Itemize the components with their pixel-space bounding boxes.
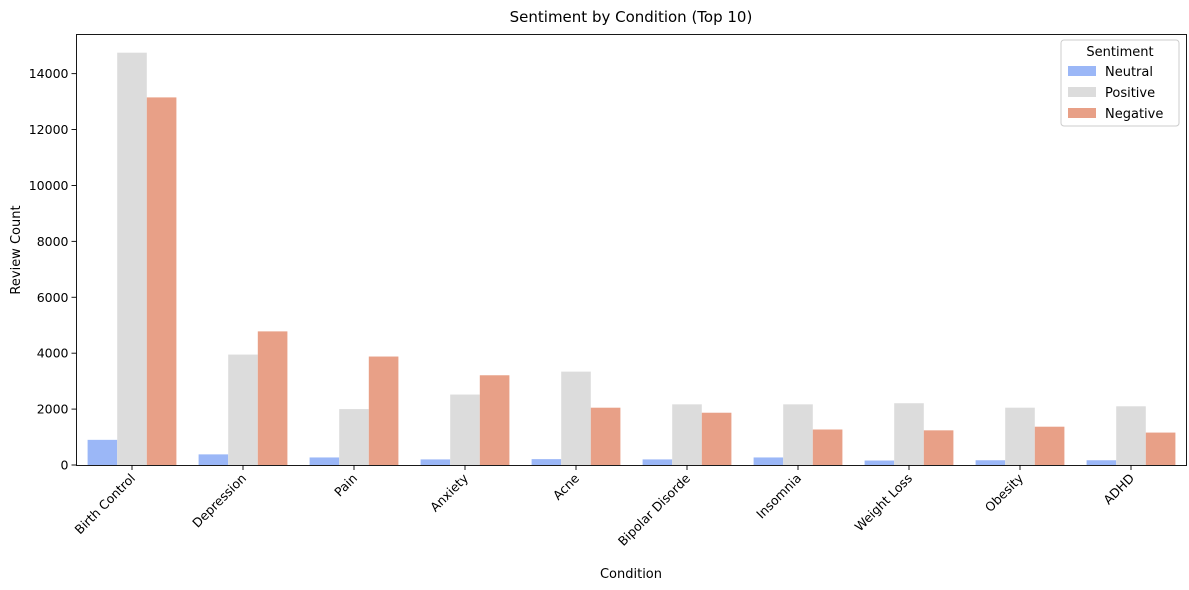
bar-neutral-6 — [753, 457, 784, 465]
y-tick-label: 12000 — [29, 122, 69, 137]
bar-negative-1 — [257, 331, 288, 465]
bar-negative-2 — [368, 356, 399, 465]
legend: Sentiment Neutral Positive Negative — [1060, 39, 1180, 127]
bar-neutral-1 — [198, 454, 229, 465]
bar-neutral-4 — [531, 459, 562, 465]
bar-neutral-2 — [309, 457, 340, 465]
y-tick-label: 10000 — [29, 178, 69, 193]
x-tick-label: Insomnia — [753, 471, 804, 522]
bar-positive-6 — [783, 404, 813, 465]
y-tick-label: 14000 — [29, 66, 69, 81]
bar-negative-8 — [1034, 426, 1065, 465]
x-tick-label: Weight Loss — [852, 471, 916, 535]
bar-neutral-7 — [864, 460, 895, 465]
bar-positive-0 — [117, 52, 147, 465]
legend-label-neutral: Neutral — [1105, 65, 1153, 80]
x-tick-label: Depression — [189, 471, 249, 531]
y-axis: 0 2000 4000 6000 8000 10000 12000 14000 — [29, 66, 77, 473]
legend-title: Sentiment — [1086, 45, 1153, 60]
bar-positive-9 — [1116, 406, 1146, 465]
bars-layer — [87, 52, 1176, 465]
bar-neutral-8 — [975, 460, 1006, 465]
legend-label-negative: Negative — [1105, 107, 1163, 122]
bar-negative-7 — [923, 430, 954, 465]
bar-positive-4 — [561, 371, 591, 465]
bar-neutral-9 — [1086, 460, 1117, 465]
y-tick-label: 2000 — [37, 402, 69, 417]
legend-label-positive: Positive — [1105, 86, 1155, 101]
y-tick-label: 0 — [61, 458, 69, 473]
bar-positive-2 — [339, 409, 369, 465]
y-tick-label: 4000 — [37, 346, 69, 361]
bar-negative-4 — [590, 407, 621, 465]
bar-negative-9 — [1145, 432, 1176, 465]
legend-swatch-negative — [1068, 108, 1096, 118]
y-tick-label: 8000 — [37, 234, 69, 249]
bar-neutral-5 — [642, 459, 673, 465]
bar-negative-3 — [479, 375, 510, 465]
x-tick-label: Bipolar Disorde — [615, 470, 693, 548]
legend-box — [1060, 39, 1180, 127]
x-tick-label: Birth Control — [72, 471, 139, 538]
plot-frame — [76, 34, 1187, 466]
x-tick-label: Obesity — [982, 470, 1027, 515]
y-tick-label: 6000 — [37, 290, 69, 305]
x-axis: Birth Control Depression Pain Anxiety Acne Bi… — [72, 465, 1137, 549]
x-tick-label: Pain — [331, 471, 360, 500]
x-tick-label: Acne — [550, 470, 583, 503]
x-tick-label: ADHD — [1100, 471, 1137, 508]
bar-neutral-0 — [87, 439, 118, 465]
bar-positive-1 — [228, 354, 258, 465]
bar-positive-5 — [672, 404, 702, 465]
bar-positive-7 — [894, 403, 924, 465]
legend-swatch-positive — [1068, 87, 1096, 97]
bar-neutral-3 — [420, 459, 451, 465]
bar-negative-0 — [146, 97, 177, 465]
chart-title: Sentiment by Condition (Top 10) — [510, 8, 753, 26]
x-axis-label: Condition — [600, 567, 662, 582]
y-axis-label: Review Count — [9, 205, 24, 294]
legend-swatch-neutral — [1068, 66, 1096, 76]
bar-positive-3 — [450, 394, 480, 465]
bar-negative-6 — [812, 429, 843, 465]
bar-negative-5 — [701, 412, 732, 465]
bar-positive-8 — [1005, 407, 1035, 465]
x-tick-label: Anxiety — [427, 470, 472, 515]
